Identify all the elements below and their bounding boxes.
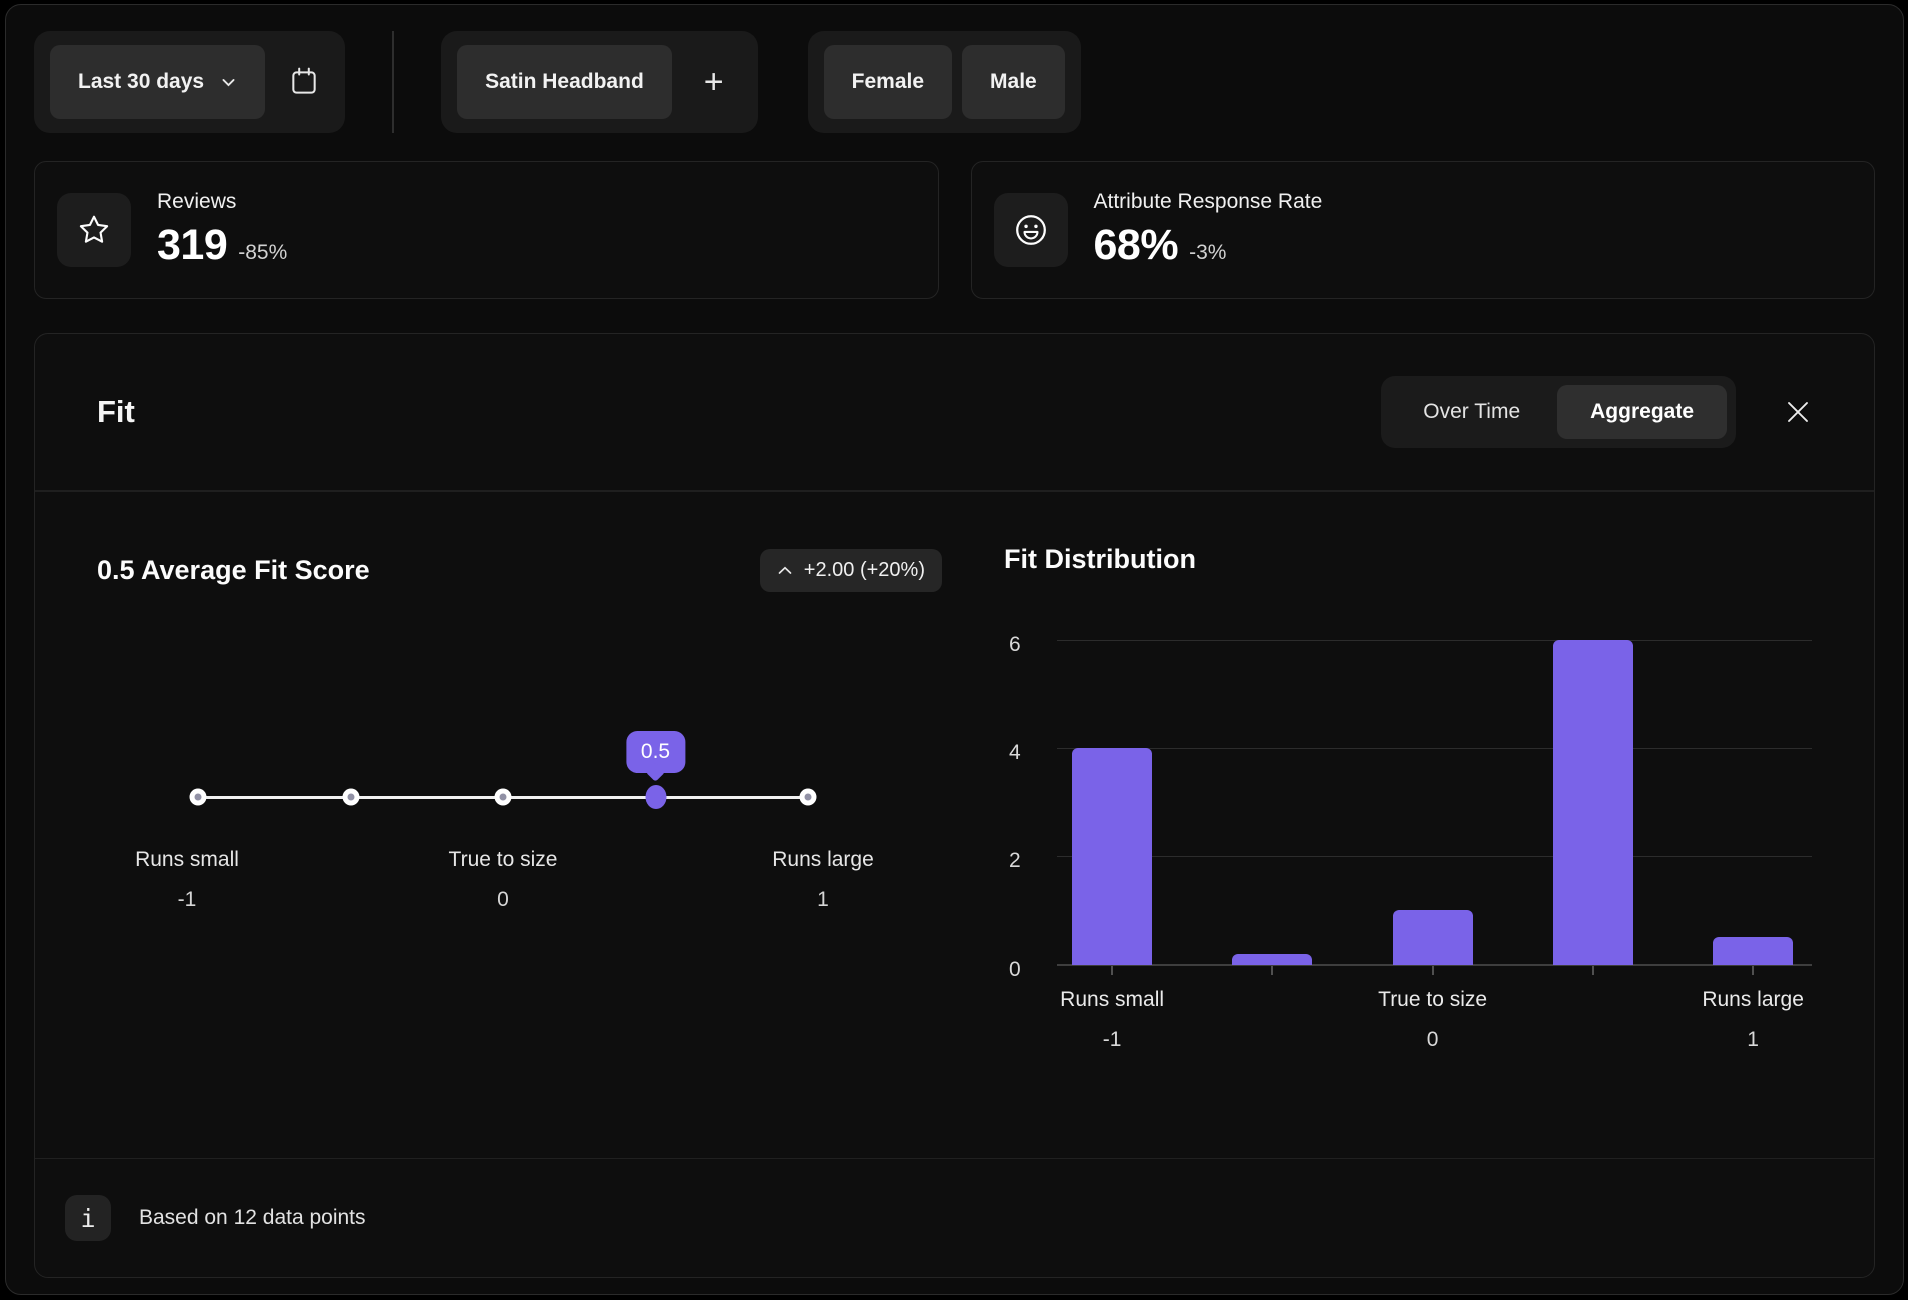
card-title: Reviews [157, 190, 237, 213]
y-axis-label: 0 [1009, 957, 1021, 981]
female-chip[interactable]: Female [823, 45, 953, 119]
view-mode-tabs: Over Time Aggregate [1381, 376, 1736, 448]
product-chip-label: Satin Headband [485, 70, 644, 93]
plus-icon: + [703, 62, 724, 101]
x-axis-tick [1271, 965, 1274, 975]
slider-stop [342, 788, 359, 806]
x-axis-label: Runs large 1 [1702, 987, 1804, 1051]
slider-label: True to size 0 [448, 847, 558, 911]
fit-panel-footer: i Based on 12 data points [35, 1158, 1874, 1277]
toolbar-divider [392, 31, 395, 133]
close-icon [1786, 400, 1810, 424]
fit-distribution-title: Fit Distribution [1004, 543, 1196, 574]
stat-cards-row: Reviews 319 -85% Attribute Response Rate [34, 161, 1875, 299]
slider-labels: Runs small -1 True to size 0 Runs large 1 [135, 847, 874, 953]
delta-badge: +2.00 (+20%) [759, 549, 942, 592]
reviews-card: Reviews 319 -85% [34, 161, 939, 299]
chevron-down-icon [220, 74, 237, 91]
y-axis-label: 6 [1009, 632, 1021, 656]
female-chip-label: Female [851, 70, 925, 93]
app-window: Last 30 days Satin Headband [5, 4, 1904, 1295]
slider-label: Runs small -1 [135, 847, 239, 911]
male-chip-label: Male [990, 70, 1037, 93]
calendar-icon [289, 66, 319, 98]
date-range-label: Last 30 days [78, 70, 205, 93]
x-axis-baseline [1057, 964, 1812, 966]
card-title: Attribute Response Rate [1093, 190, 1323, 213]
bar [1713, 937, 1794, 965]
bar [1552, 639, 1633, 965]
fit-panel: Fit Over Time Aggregate 0.5 Average Fit … [34, 333, 1875, 1278]
stat-value: 68% [1093, 221, 1179, 269]
bar-chart-plot: 0 2 4 6 [1009, 609, 1812, 981]
calendar-button[interactable] [279, 66, 329, 98]
info-icon[interactable]: i [65, 1195, 111, 1241]
smiley-icon [993, 193, 1068, 267]
date-range-dropdown[interactable]: Last 30 days [50, 45, 266, 119]
filter-toolbar: Last 30 days Satin Headband [34, 31, 1875, 133]
bar [1072, 748, 1153, 965]
stat-delta: -85% [238, 241, 288, 264]
fit-score-slider: 0.5 [189, 730, 817, 809]
bar [1232, 953, 1313, 965]
product-chip[interactable]: Satin Headband [457, 45, 672, 119]
x-axis-label: Runs small -1 [1060, 987, 1165, 1051]
x-axis-tick [1752, 965, 1755, 975]
bar [1392, 910, 1473, 965]
x-axis-tick [1591, 965, 1594, 975]
slider-thumb[interactable] [645, 785, 666, 809]
slider-stop [189, 788, 207, 806]
stat-value: 319 [157, 221, 228, 269]
star-icon [57, 193, 131, 267]
fit-panel-header: Fit Over Time Aggregate [35, 334, 1874, 490]
y-axis-label: 4 [1009, 741, 1021, 765]
tab-over-time[interactable]: Over Time [1390, 385, 1553, 439]
response-rate-card: Attribute Response Rate 68% -3% [970, 161, 1875, 299]
gridline [1057, 748, 1812, 750]
x-axis-label: True to size 0 [1378, 987, 1488, 1051]
slider-stop [494, 788, 512, 806]
caret-up-icon [777, 565, 793, 576]
date-range-group: Last 30 days [34, 31, 346, 133]
x-axis-labels: Runs small -1 True to size 0 Runs large 1 [1057, 988, 1812, 1088]
delta-badge-label: +2.00 (+20%) [803, 559, 925, 581]
gridline [1057, 639, 1812, 641]
fit-panel-body: 0.5 Average Fit Score +2.00 (+20%) 0.5 R… [35, 492, 1874, 1159]
add-product-button[interactable]: + [686, 63, 742, 102]
slider-stop [799, 788, 817, 806]
gender-filter-group: Female Male [807, 31, 1081, 133]
fit-distribution-section: Fit Distribution 0 2 4 6 Runs small -1 True t… [1004, 544, 1812, 1159]
average-fit-score-title: 0.5 Average Fit Score [97, 555, 370, 585]
x-axis-tick [1111, 965, 1114, 975]
gridline [1057, 856, 1812, 858]
x-axis-tick [1431, 965, 1434, 975]
slider-value-tooltip: 0.5 [625, 730, 686, 773]
y-axis-label: 2 [1009, 849, 1021, 873]
panel-title: Fit [97, 394, 135, 429]
male-chip[interactable]: Male [962, 45, 1065, 119]
stat-delta: -3% [1189, 241, 1227, 264]
slider-label: Runs large 1 [772, 847, 874, 911]
tab-aggregate[interactable]: Aggregate [1557, 385, 1727, 439]
product-filter-group: Satin Headband + [441, 31, 758, 133]
header-divider [35, 490, 1874, 492]
average-fit-score-section: 0.5 Average Fit Score +2.00 (+20%) 0.5 R… [97, 544, 942, 1159]
close-button[interactable] [1780, 394, 1816, 430]
data-points-note: Based on 12 data points [139, 1206, 366, 1229]
